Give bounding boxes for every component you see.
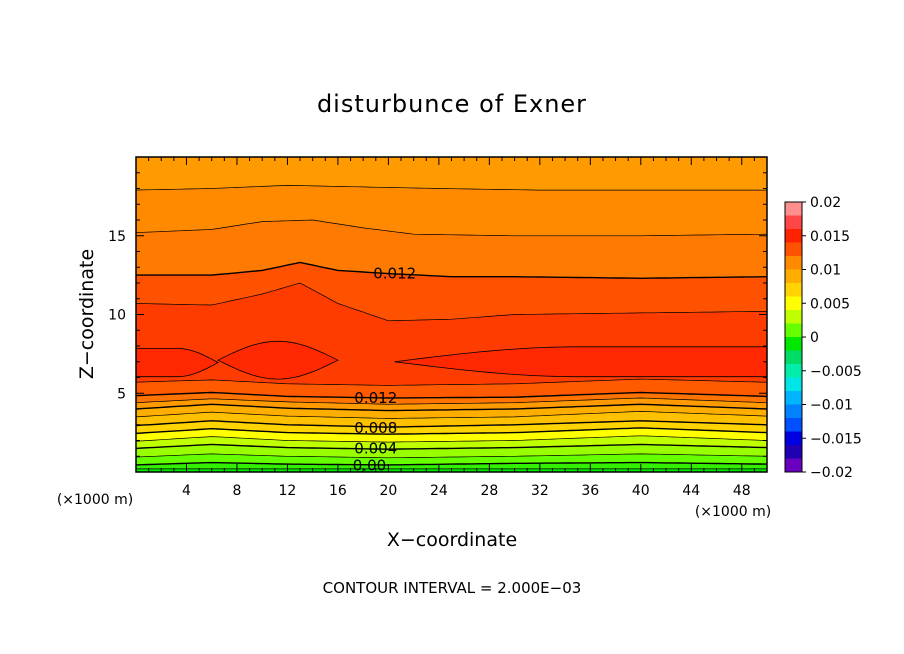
contour-label: 0.00 bbox=[353, 457, 386, 475]
y-unit-label: (×1000 m) bbox=[57, 492, 133, 508]
colorbar-swatch bbox=[785, 377, 802, 392]
y-tick-label: 10 bbox=[108, 308, 126, 324]
contour-line bbox=[136, 397, 767, 405]
colorbar-swatch bbox=[785, 296, 802, 311]
contour-line bbox=[136, 427, 767, 435]
colorbar-tick-label: 0.015 bbox=[810, 229, 850, 245]
colorbar-swatch bbox=[785, 256, 802, 270]
contour-fill-area bbox=[136, 157, 767, 472]
contour-line bbox=[136, 282, 767, 322]
contour-line bbox=[136, 185, 767, 191]
colorbar-swatch bbox=[785, 337, 802, 351]
colorbar-swatch bbox=[785, 404, 802, 419]
contour-line bbox=[136, 411, 767, 419]
colorbar-swatch bbox=[785, 431, 802, 446]
colorbar-swatch bbox=[785, 323, 802, 338]
chart-title: disturbunce of Exner bbox=[317, 90, 587, 118]
contour-line bbox=[136, 219, 767, 237]
x-tick-label: 12 bbox=[279, 483, 297, 499]
colorbar-swatch bbox=[785, 445, 802, 459]
contour-interval-note: CONTOUR INTERVAL = 2.000E−03 bbox=[323, 579, 582, 597]
fill-band-upper bbox=[136, 157, 767, 191]
x-tick-label: 32 bbox=[531, 483, 549, 499]
x-tick-label: 28 bbox=[480, 483, 498, 499]
colorbar-swatch bbox=[785, 229, 802, 243]
colorbar-tick-label: 0.005 bbox=[810, 296, 850, 312]
colorbar-swatch bbox=[785, 202, 802, 216]
colorbar-swatch bbox=[785, 391, 802, 405]
contour-line bbox=[136, 378, 767, 386]
y-tick-label: 15 bbox=[108, 229, 126, 245]
x-tick-label: 20 bbox=[379, 483, 397, 499]
x-tick-label: 48 bbox=[733, 483, 751, 499]
contour-line bbox=[136, 391, 767, 399]
x-unit-label: (×1000 m) bbox=[695, 504, 771, 520]
colorbar-tick-label: −0.005 bbox=[810, 364, 862, 380]
contour-line bbox=[136, 403, 767, 412]
x-axis-label: X−coordinate bbox=[387, 529, 517, 551]
contour-lines bbox=[136, 185, 767, 470]
colorbar-tick-label: −0.02 bbox=[810, 465, 853, 481]
x-tick-label: 36 bbox=[581, 483, 599, 499]
colorbar-swatch bbox=[785, 269, 802, 284]
contour-line bbox=[136, 443, 767, 450]
colorbar-tick-label: 0.02 bbox=[810, 195, 841, 211]
y-axis-label: Z−coordinate bbox=[76, 249, 98, 379]
colorbar-swatch bbox=[785, 418, 802, 432]
colorbar-swatch bbox=[785, 310, 802, 324]
contour-line bbox=[136, 453, 767, 459]
contour-line bbox=[136, 435, 767, 443]
colorbar-swatch bbox=[785, 350, 802, 365]
x-axis-ticks: 4 8 12 16 20 24 28 32 36 40 44 48 bbox=[148, 157, 755, 499]
y-tick-label: 5 bbox=[117, 386, 126, 402]
colorbar-swatch bbox=[785, 364, 802, 378]
y-axis-ticks: 5 10 15 bbox=[108, 172, 767, 457]
core-maximum-region bbox=[217, 340, 339, 380]
colorbar-tick-label: 0.01 bbox=[810, 263, 841, 279]
colorbar: 0.02 0.015 0.01 0.005 0 −0.005 −0.01 −0.015 −0.0… bbox=[784, 195, 862, 481]
colorbar-swatch bbox=[785, 283, 802, 297]
x-tick-label: 40 bbox=[632, 483, 650, 499]
x-tick-label: 24 bbox=[430, 483, 448, 499]
core-maximum-region bbox=[136, 348, 219, 378]
contour-label: 0.004 bbox=[354, 439, 397, 457]
contour-label: 0.012 bbox=[373, 265, 416, 283]
colorbar-swatch bbox=[785, 458, 802, 473]
colorbar-tick-label: 0 bbox=[810, 330, 819, 346]
colorbar-tick-label: −0.01 bbox=[810, 398, 853, 414]
colorbar-tick-label: −0.015 bbox=[810, 431, 862, 447]
x-tick-label: 16 bbox=[329, 483, 347, 499]
contour-line bbox=[136, 261, 767, 280]
x-tick-label: 8 bbox=[232, 483, 241, 499]
contour-label: 0.008 bbox=[354, 419, 397, 437]
contour-line bbox=[136, 461, 767, 466]
colorbar-swatch bbox=[785, 242, 802, 257]
x-tick-label: 44 bbox=[682, 483, 700, 499]
x-tick-label: 4 bbox=[182, 483, 191, 499]
core-maximum-region bbox=[394, 346, 767, 378]
contour-label: 0.012 bbox=[354, 389, 397, 407]
contour-line bbox=[136, 420, 767, 428]
colorbar-swatch bbox=[785, 215, 802, 230]
